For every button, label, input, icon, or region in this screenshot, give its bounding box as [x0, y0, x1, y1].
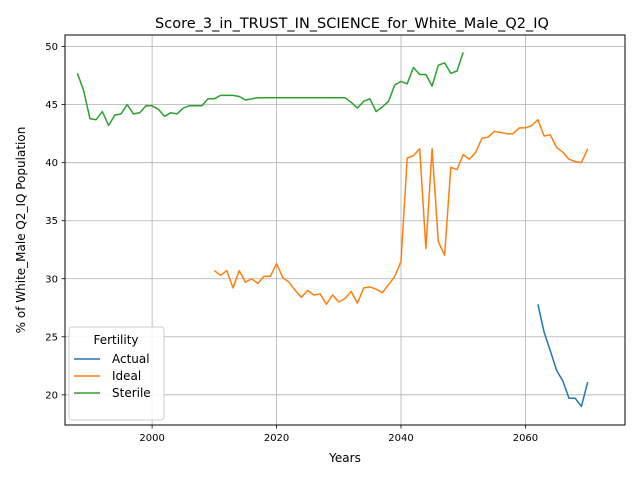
plot-frame [64, 34, 626, 426]
y-axis: 20 25 30 35 40 45 50 [45, 42, 65, 401]
x-tick-label: 2040 [388, 433, 413, 444]
legend-label-actual: Actual [112, 352, 150, 366]
legend-label-sterile: Sterile [112, 386, 151, 400]
x-tick-label: 2060 [513, 433, 538, 444]
y-axis-label: % of White_Male Q2_IQ Population [14, 127, 28, 334]
y-tick-label: 40 [45, 158, 58, 169]
y-tick-label: 35 [45, 216, 58, 227]
x-axis-label: Years [328, 451, 361, 465]
series-line-actual [537, 304, 589, 408]
legend-title: Fertility [93, 333, 138, 347]
legend-label-ideal: Ideal [112, 369, 141, 383]
chart-title: Score_3_in_TRUST_IN_SCIENCE_for_White_Ma… [155, 16, 549, 32]
legend: Fertility Actual Ideal Sterile [68, 326, 165, 421]
y-tick-label: 30 [45, 274, 58, 285]
legend-box [68, 326, 165, 421]
series-line-sterile [76, 52, 464, 127]
series-lines [76, 52, 589, 408]
gridlines [65, 35, 625, 425]
y-tick-label: 25 [45, 332, 58, 343]
y-tick-label: 50 [45, 42, 58, 53]
series-line-ideal [213, 118, 589, 306]
x-tick-label: 2020 [264, 433, 289, 444]
y-tick-label: 20 [45, 390, 58, 401]
x-axis: 2000 2020 2040 2060 [139, 425, 538, 444]
x-tick-label: 2000 [139, 433, 164, 444]
y-tick-label: 45 [45, 100, 58, 111]
